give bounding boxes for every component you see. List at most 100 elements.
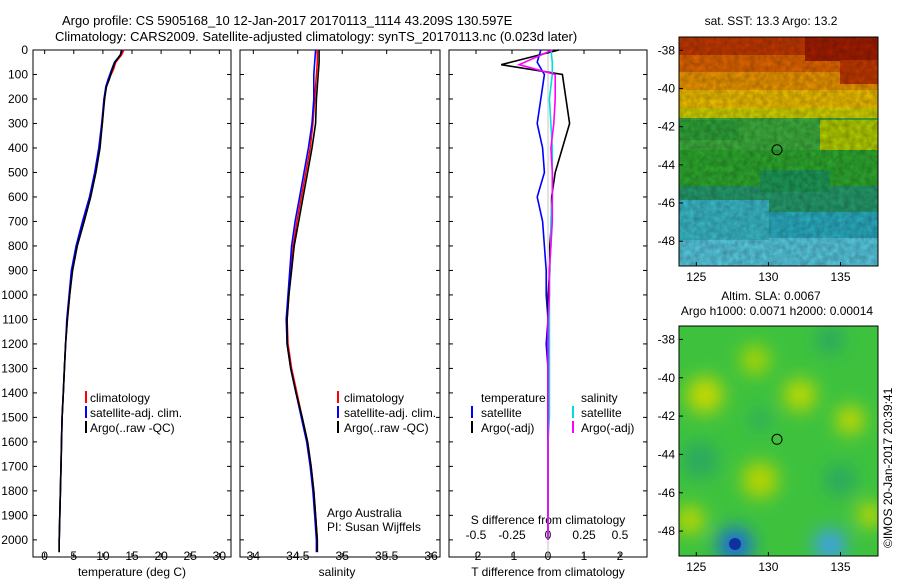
depth-tick-label: 1800 [1, 484, 28, 498]
x-tick-label: -1 [507, 549, 518, 563]
depth-tick-label: 1000 [1, 288, 28, 302]
lon-tick-label: 125 [686, 560, 706, 574]
lat-tick-label: -48 [658, 524, 676, 538]
lat-tick-label: -42 [658, 120, 676, 134]
title-line-1: Argo profile: CS 5905168_10 12-Jan-2017 … [62, 13, 513, 28]
sla-argo-location-marker [771, 433, 783, 445]
credit-line-2: PI: Susan Wijffels [327, 520, 421, 534]
lat-tick-label: -38 [658, 43, 676, 57]
x-tick-label: 35.5 [375, 549, 399, 563]
lat-tick-label: -40 [658, 371, 676, 385]
depth-tick-label: 2000 [1, 533, 28, 547]
depth-tick-label: 400 [8, 141, 28, 155]
x-tick-label: 34 [247, 549, 261, 563]
sst-argo-location-marker [771, 144, 783, 156]
x-top-tick-label: -0.5 [466, 528, 487, 542]
legend-temp-argo-label: Argo(-adj) [481, 421, 534, 435]
salinity-legend: climatology satellite-adj. clim. Argo(..… [337, 391, 436, 435]
sst-map-frame [678, 36, 879, 267]
legend-climatology-label: climatology [90, 391, 150, 405]
temperature-axes-frame [32, 49, 232, 558]
legend-temp-satellite-label: satellite [481, 406, 522, 420]
depth-tick-label: 700 [8, 214, 28, 228]
lat-tick-label: -46 [658, 196, 676, 210]
depth-tick-label: 1600 [1, 435, 28, 449]
x-top-tick-label: 0.25 [572, 528, 596, 542]
depth-tick-label: 1700 [1, 459, 28, 473]
legend-satellite-label: satellite-adj. clim. [90, 406, 182, 420]
difference-xlabel: T difference from climatology [471, 565, 625, 579]
lat-tick-label: -44 [658, 158, 676, 172]
imos-stamp: ©IMOS 20-Jan-2017 20:39:41 [881, 387, 895, 548]
x-tick-label: 0 [41, 549, 48, 563]
title-line-2: Climatology: CARS2009. Satellite-adjuste… [55, 29, 578, 44]
x-tick-label: 2 [617, 549, 624, 563]
x-tick-label: 30 [213, 549, 227, 563]
lat-tick-label: -40 [658, 82, 676, 96]
sla-map-title-line-2: Argo h1000: 0.0071 h2000: 0.00014 [681, 304, 873, 318]
depth-tick-label: 1200 [1, 337, 28, 351]
depth-tick-label: 200 [8, 92, 28, 106]
depth-tick-label: 800 [8, 239, 28, 253]
depth-tick-label: 600 [8, 190, 28, 204]
lon-tick-label: 130 [758, 270, 778, 284]
series-line-satellite-adj-clim- [285, 49, 318, 553]
x-tick-label: 10 [96, 549, 110, 563]
x-tick-label: 36 [424, 549, 438, 563]
depth-tick-label: 1100 [2, 312, 28, 326]
temperature-xlabel: temperature (deg C) [78, 565, 186, 579]
x-top-tick-label: -0.25 [498, 528, 526, 542]
credit-line-1: Argo Australia [327, 506, 402, 520]
salinity-panel: salinity climatology satellite-adj. clim… [239, 49, 441, 579]
lat-tick-label: -42 [658, 409, 676, 423]
lon-tick-label: 130 [758, 560, 778, 574]
series-line-salinity-argo-adj- [516, 49, 556, 540]
x-tick-label: 34.5 [286, 549, 310, 563]
sst-map-title: sat. SST: 13.3 Argo: 13.2 [705, 14, 838, 28]
salinity-axes-frame [239, 49, 441, 558]
x-tick-label: 15 [125, 549, 139, 563]
x-tick-label: 1 [581, 549, 588, 563]
series-line-argo-raw-qc- [58, 49, 123, 553]
temperature-panel: temperature (deg C) climatology satellit… [1, 43, 232, 579]
depth-tick-label: 1300 [1, 361, 28, 375]
lon-tick-label: 135 [830, 560, 850, 574]
sla-map-frame [678, 325, 879, 557]
depth-tick-label: 1400 [1, 386, 28, 400]
legend-sal-title: salinity [581, 391, 618, 405]
sst-map: sat. SST: 13.3 Argo: 13.2 -38 -40 -42 -44 -4… [658, 14, 879, 284]
depth-tick-label: 300 [8, 116, 28, 130]
legend-satellite-label: satellite-adj. clim. [344, 406, 436, 420]
lat-tick-label: -48 [658, 234, 676, 248]
depth-tick-label: 0 [21, 43, 28, 57]
legend-climatology-label: climatology [344, 391, 404, 405]
sla-map-title-line-1: Altim. SLA: 0.0067 [721, 289, 821, 303]
x-tick-label: 35 [336, 549, 350, 563]
difference-legend: temperature satellite Argo(-adj) salinit… [471, 391, 634, 435]
sla-map: Altim. SLA: 0.0067 Argo h1000: 0.0071 h2… [658, 289, 879, 574]
legend-argo-label: Argo(..raw -QC) [344, 421, 429, 435]
sst-field [679, 37, 878, 266]
difference-panel: T difference from climatology S differen… [448, 49, 648, 579]
lon-tick-label: 125 [686, 270, 706, 284]
legend-sal-argo-label: Argo(-adj) [581, 421, 634, 435]
lat-tick-label: -44 [658, 447, 676, 461]
legend-temp-title: temperature [481, 391, 546, 405]
x-tick-label: 20 [154, 549, 168, 563]
x-top-tick-label: 0.5 [612, 528, 629, 542]
depth-tick-label: 100 [8, 67, 28, 81]
lat-tick-label: -38 [658, 332, 676, 346]
depth-tick-label: 500 [8, 165, 28, 179]
legend-argo-label: Argo(..raw -QC) [90, 421, 175, 435]
x-tick-label: -2 [471, 549, 482, 563]
legend-sal-satellite-label: satellite [581, 406, 622, 420]
salinity-xlabel: salinity [319, 565, 356, 579]
depth-tick-label: 1500 [1, 410, 28, 424]
lon-tick-label: 135 [830, 270, 850, 284]
depth-tick-label: 1900 [1, 508, 28, 522]
x-tick-label: 5 [70, 549, 77, 563]
x-tick-label: 25 [184, 549, 198, 563]
depth-tick-label: 900 [8, 263, 28, 277]
temperature-legend: climatology satellite-adj. clim. Argo(..… [85, 391, 182, 435]
